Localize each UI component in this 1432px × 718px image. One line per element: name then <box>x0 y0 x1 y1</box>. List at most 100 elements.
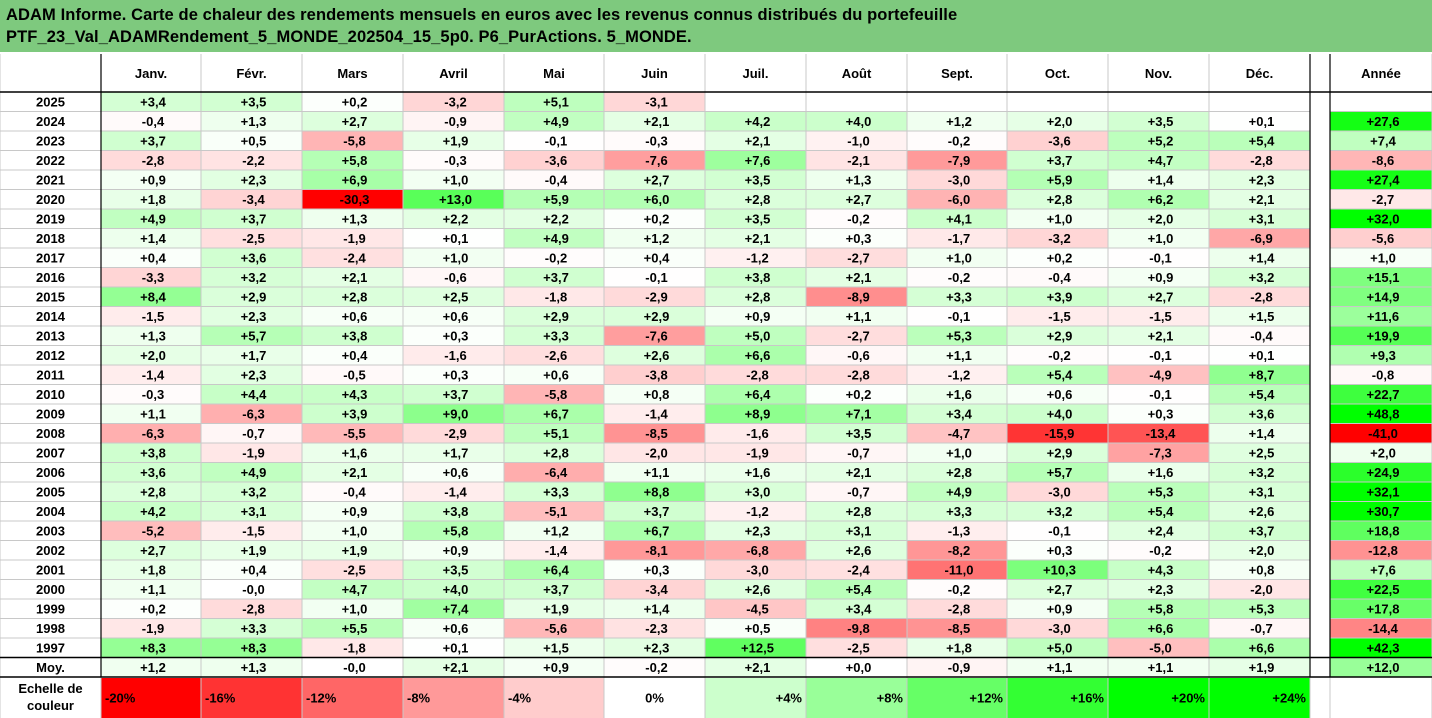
heatmap-cell <box>1007 657 1108 677</box>
cell-value: -0,1 <box>1149 348 1171 363</box>
row-year-label: 2000 <box>36 582 65 597</box>
heatmap-cell <box>1007 248 1108 268</box>
heatmap-cell <box>302 365 403 385</box>
cell-value: -0,2 <box>645 660 667 675</box>
cell-value: +3,3 <box>946 289 972 304</box>
heatmap-cell <box>201 384 302 404</box>
cell-value: +1,4 <box>644 601 670 616</box>
heatmap-cell <box>504 209 604 229</box>
heatmap-cell <box>604 228 705 248</box>
heatmap-cell <box>604 423 705 443</box>
cell-value: +0,4 <box>644 250 670 265</box>
cell-value: +1,9 <box>342 543 368 558</box>
heatmap-cell <box>806 267 907 287</box>
heatmap-cell <box>403 248 504 268</box>
heatmap-cell <box>101 638 201 658</box>
heatmap-cell <box>403 345 504 365</box>
cell-value: +1,0 <box>342 601 368 616</box>
cell-value: +8,3 <box>140 640 166 655</box>
heatmap-cell <box>705 267 806 287</box>
heatmap-cell <box>1007 443 1108 463</box>
heatmap-cell <box>101 423 201 443</box>
heatmap-cell <box>302 189 403 209</box>
heatmap-cell <box>101 287 201 307</box>
heatmap-cell <box>1209 404 1310 424</box>
heatmap-cell <box>302 287 403 307</box>
heatmap-cell <box>504 131 604 151</box>
heatmap-cell <box>504 228 604 248</box>
heatmap-cell <box>604 462 705 482</box>
heatmap-cell <box>101 462 201 482</box>
cell-value: +8,3 <box>241 640 267 655</box>
heatmap-cell <box>907 384 1007 404</box>
cell-value: +5,4 <box>846 582 872 597</box>
heatmap-cell <box>705 501 806 521</box>
heatmap-cell <box>705 131 806 151</box>
cell-value: -2,9 <box>444 426 466 441</box>
cell-value: +0,2 <box>342 94 368 109</box>
scale-swatch <box>302 678 403 718</box>
heatmap-cell <box>1007 228 1108 248</box>
year-total-value: +27,6 <box>1367 114 1400 129</box>
heatmap-cell <box>403 579 504 599</box>
cell-value: +1,2 <box>140 660 166 675</box>
scale-stop-label: +4% <box>776 691 803 706</box>
scale-stop-label: -4% <box>508 691 532 706</box>
heatmap-cell <box>604 287 705 307</box>
heatmap-cell <box>101 618 201 638</box>
heatmap-cell <box>201 560 302 580</box>
cell-value: -2,1 <box>847 153 869 168</box>
year-total-cell <box>1330 287 1432 307</box>
scale-swatch <box>504 678 604 718</box>
cell-value: -5,8 <box>545 387 567 402</box>
heatmap-cell <box>604 560 705 580</box>
scale-stop-label: +20% <box>1171 691 1205 706</box>
cell-value: +8,4 <box>140 289 166 304</box>
heatmap-cell <box>907 443 1007 463</box>
cell-value: +3,7 <box>443 387 469 402</box>
cell-value: -0,4 <box>343 484 366 499</box>
cell-value: +1,9 <box>241 543 267 558</box>
heatmap-cell <box>1209 228 1310 248</box>
cell-value: +2,1 <box>1148 328 1174 343</box>
cell-value: -0,1 <box>1149 250 1171 265</box>
cell-value: +2,8 <box>543 445 569 460</box>
heatmap-cell <box>1209 560 1310 580</box>
cell-value: -2,3 <box>645 621 667 636</box>
cell-value: +4,2 <box>140 504 166 519</box>
heatmap-cell <box>705 540 806 560</box>
scale-stop-label: +8% <box>877 691 904 706</box>
scale-swatch <box>907 678 1007 718</box>
year-total-value: -8,6 <box>1372 153 1394 168</box>
year-total-value: +14,9 <box>1367 289 1400 304</box>
cell-value: -2,8 <box>847 367 869 382</box>
cell-value: -1,9 <box>746 445 768 460</box>
heatmap-cell <box>504 248 604 268</box>
cell-value: +6,6 <box>1249 640 1275 655</box>
cell-value: -5,2 <box>142 523 164 538</box>
cell-value: -2,8 <box>1250 153 1272 168</box>
heatmap-cell <box>504 501 604 521</box>
cell-value: -6,3 <box>142 426 164 441</box>
heatmap-cell <box>1007 111 1108 131</box>
cell-value: +3,5 <box>443 562 469 577</box>
year-total-cell <box>1330 345 1432 365</box>
heatmap-cell <box>302 462 403 482</box>
cell-value: +5,3 <box>946 328 972 343</box>
cell-value: +1,3 <box>241 114 267 129</box>
year-total-value: -5,6 <box>1372 231 1394 246</box>
heatmap-cell <box>302 111 403 131</box>
cell-value: -1,0 <box>847 133 869 148</box>
cell-value: +6,7 <box>543 406 569 421</box>
heatmap-cell <box>504 560 604 580</box>
year-total-cell <box>1330 170 1432 190</box>
cell-value: +1,3 <box>241 660 267 675</box>
cell-value: +5,1 <box>543 94 569 109</box>
cell-value: +5,1 <box>543 426 569 441</box>
heatmap-cell <box>1108 443 1209 463</box>
heatmap-cell <box>302 423 403 443</box>
cell-value: -2,8 <box>142 153 164 168</box>
scale-stop-label: -16% <box>205 691 236 706</box>
cell-value: +3,8 <box>443 504 469 519</box>
